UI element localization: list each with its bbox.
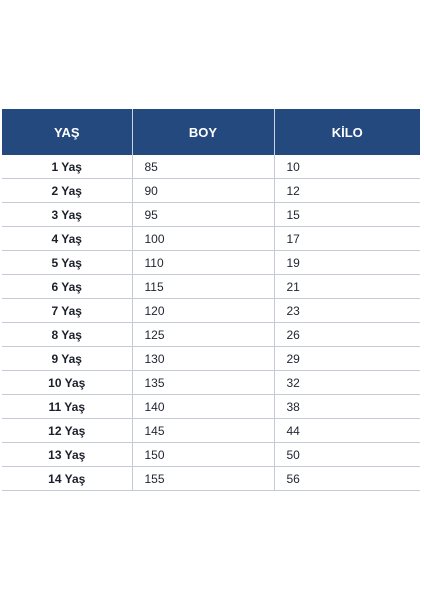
table-row: 8 Yaş 125 26 bbox=[2, 322, 420, 347]
weight-cell: 56 bbox=[274, 466, 420, 491]
table-row: 13 Yaş 150 50 bbox=[2, 442, 420, 467]
height-cell: 115 bbox=[132, 274, 275, 299]
table-row: 3 Yaş 95 15 bbox=[2, 202, 420, 227]
age-cell: 2 Yaş bbox=[2, 178, 133, 203]
weight-cell: 32 bbox=[274, 370, 420, 395]
age-cell: 10 Yaş bbox=[2, 370, 133, 395]
age-cell: 5 Yaş bbox=[2, 250, 133, 275]
height-cell: 90 bbox=[132, 178, 275, 203]
weight-cell: 38 bbox=[274, 394, 420, 419]
age-cell: 8 Yaş bbox=[2, 322, 133, 347]
header-age: YAŞ bbox=[2, 109, 133, 155]
age-cell: 9 Yaş bbox=[2, 346, 133, 371]
weight-cell: 19 bbox=[274, 250, 420, 275]
table-row: 14 Yaş 155 56 bbox=[2, 466, 420, 491]
weight-cell: 12 bbox=[274, 178, 420, 203]
table-row: 11 Yaş 140 38 bbox=[2, 394, 420, 419]
header-weight: KİLO bbox=[274, 109, 420, 155]
weight-cell: 44 bbox=[274, 418, 420, 443]
weight-cell: 17 bbox=[274, 226, 420, 251]
table-row: 2 Yaş 90 12 bbox=[2, 178, 420, 203]
table-row: 7 Yaş 120 23 bbox=[2, 298, 420, 323]
table-header: YAŞ BOY KİLO bbox=[2, 109, 420, 155]
table-row: 12 Yaş 145 44 bbox=[2, 418, 420, 443]
height-cell: 120 bbox=[132, 298, 275, 323]
weight-cell: 10 bbox=[274, 155, 420, 179]
weight-cell: 23 bbox=[274, 298, 420, 323]
weight-cell: 21 bbox=[274, 274, 420, 299]
table-row: 6 Yaş 115 21 bbox=[2, 274, 420, 299]
height-cell: 95 bbox=[132, 202, 275, 227]
weight-cell: 15 bbox=[274, 202, 420, 227]
header-height: BOY bbox=[132, 109, 275, 155]
height-cell: 145 bbox=[132, 418, 275, 443]
age-cell: 7 Yaş bbox=[2, 298, 133, 323]
weight-cell: 29 bbox=[274, 346, 420, 371]
table-body: 1 Yaş 85 10 2 Yaş 90 12 3 Yaş 95 15 4 Ya… bbox=[2, 155, 420, 491]
height-cell: 135 bbox=[132, 370, 275, 395]
size-chart-table: YAŞ BOY KİLO 1 Yaş 85 10 2 Yaş 90 12 3 Y… bbox=[2, 109, 420, 491]
age-cell: 13 Yaş bbox=[2, 442, 133, 467]
age-cell: 1 Yaş bbox=[2, 155, 133, 179]
height-cell: 130 bbox=[132, 346, 275, 371]
weight-cell: 50 bbox=[274, 442, 420, 467]
height-cell: 140 bbox=[132, 394, 275, 419]
height-cell: 110 bbox=[132, 250, 275, 275]
age-cell: 12 Yaş bbox=[2, 418, 133, 443]
height-cell: 100 bbox=[132, 226, 275, 251]
age-cell: 6 Yaş bbox=[2, 274, 133, 299]
height-cell: 155 bbox=[132, 466, 275, 491]
table-row: 1 Yaş 85 10 bbox=[2, 155, 420, 179]
age-cell: 4 Yaş bbox=[2, 226, 133, 251]
height-cell: 85 bbox=[132, 155, 275, 179]
age-cell: 11 Yaş bbox=[2, 394, 133, 419]
table-row: 10 Yaş 135 32 bbox=[2, 370, 420, 395]
header-row: YAŞ BOY KİLO bbox=[2, 109, 420, 155]
age-cell: 14 Yaş bbox=[2, 466, 133, 491]
table-row: 9 Yaş 130 29 bbox=[2, 346, 420, 371]
table-row: 5 Yaş 110 19 bbox=[2, 250, 420, 275]
height-cell: 150 bbox=[132, 442, 275, 467]
height-cell: 125 bbox=[132, 322, 275, 347]
weight-cell: 26 bbox=[274, 322, 420, 347]
table-row: 4 Yaş 100 17 bbox=[2, 226, 420, 251]
age-cell: 3 Yaş bbox=[2, 202, 133, 227]
